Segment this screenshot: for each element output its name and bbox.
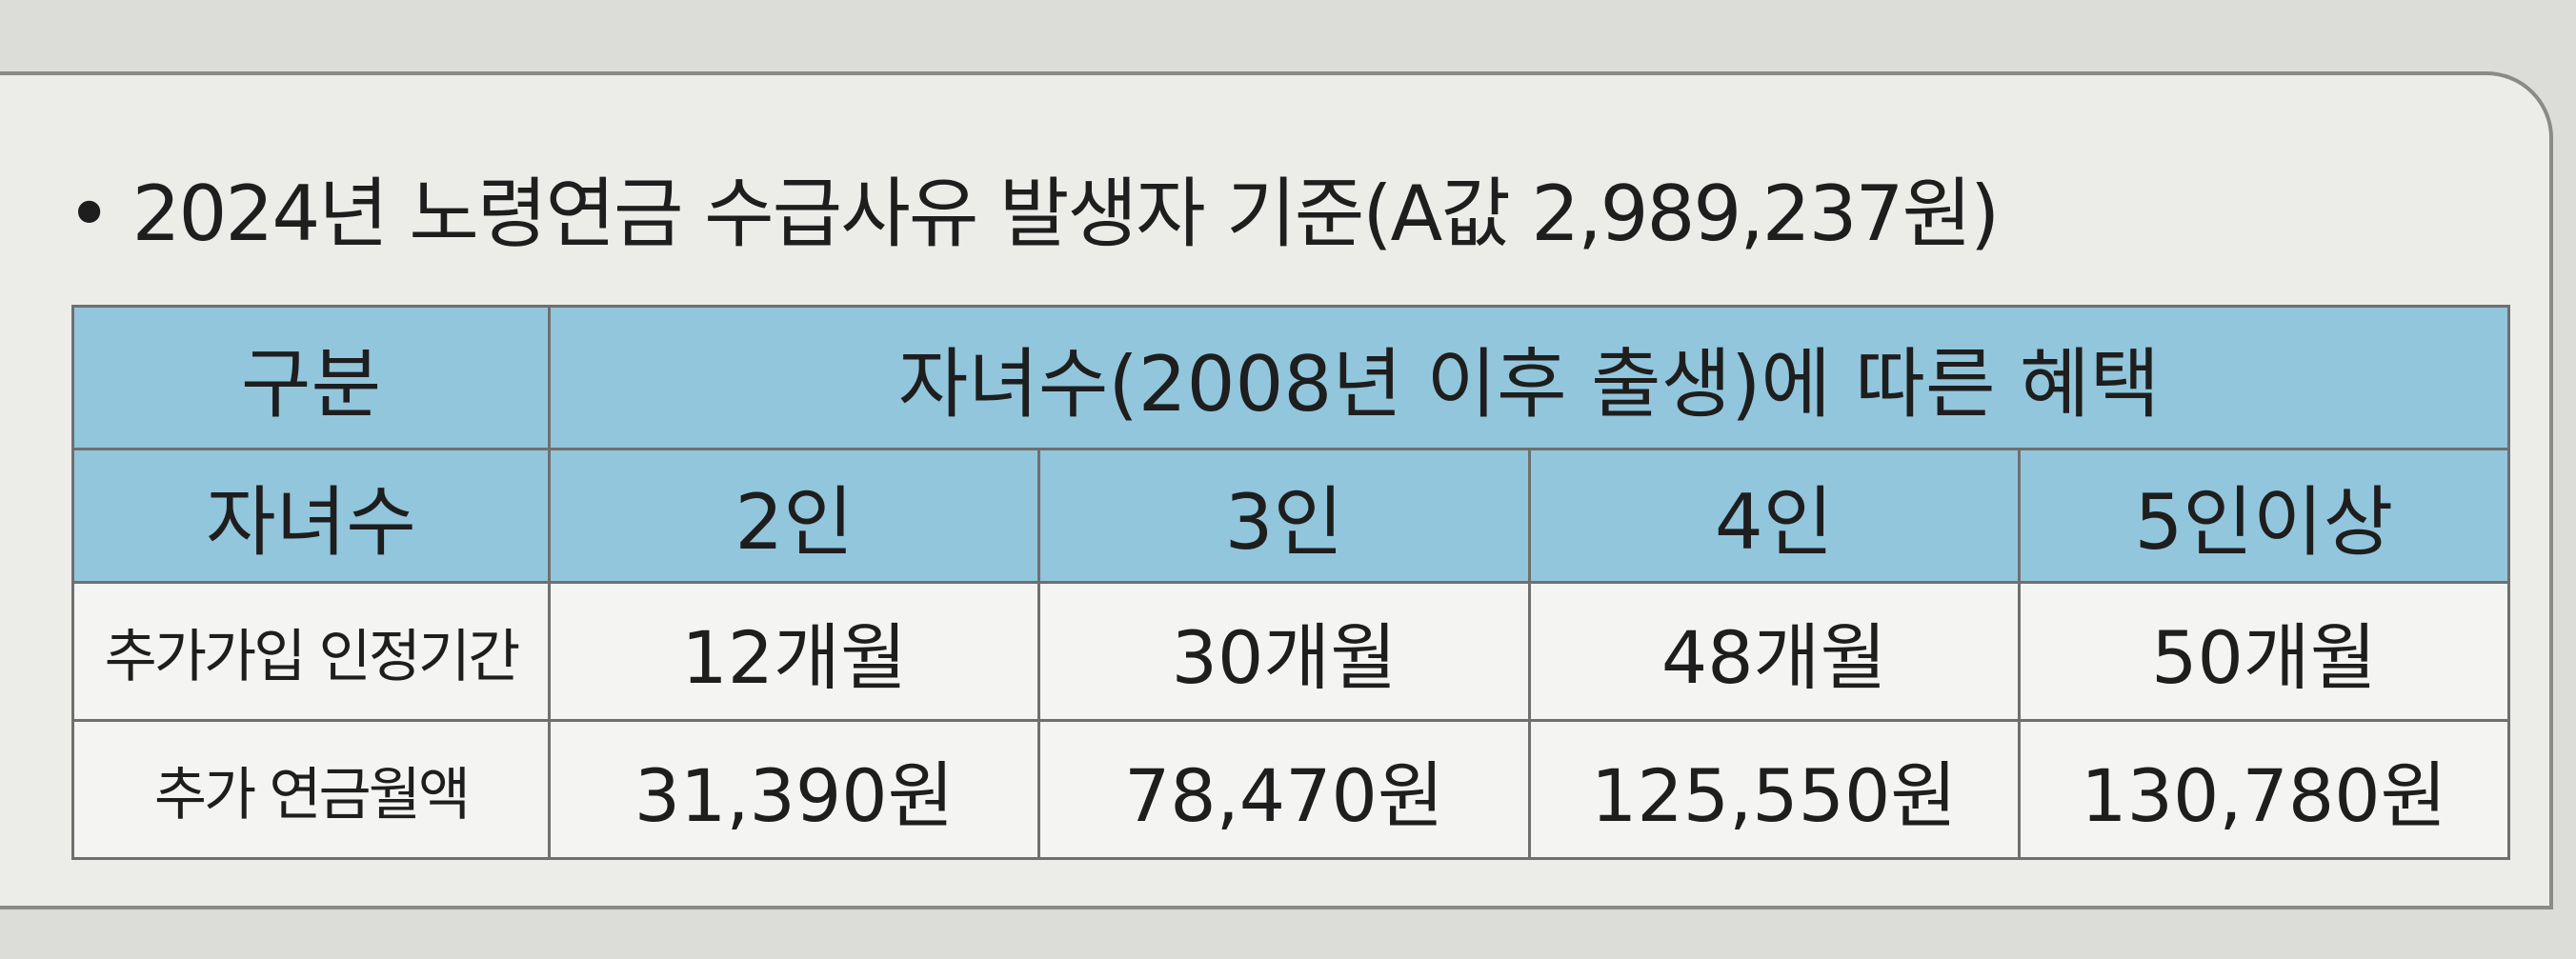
cell: 30개월 xyxy=(1037,581,1531,722)
title: • 2024년 노령연금 수급사유 발생자 기준(A값 2,989,237원) xyxy=(67,170,2000,258)
cell: 48개월 xyxy=(1527,581,2021,722)
cell: 4인 xyxy=(1527,448,2021,584)
cell: 12개월 xyxy=(547,581,1041,722)
cell: 3인 xyxy=(1037,448,1531,584)
cell: 추가 연금월액 xyxy=(71,719,551,860)
header-cell: 구분 xyxy=(71,305,551,450)
cell: 130,780원 xyxy=(2017,719,2511,860)
cell: 125,550원 xyxy=(1527,719,2021,860)
cell: 31,390원 xyxy=(547,719,1041,860)
cell: 2인 xyxy=(547,448,1041,584)
cell: 78,470원 xyxy=(1037,719,1531,860)
header-row: 구분 자녀수(2008년 이후 출생)에 따른 혜택 xyxy=(71,305,2510,450)
cell: 추가가입 인정기간 xyxy=(71,581,551,722)
cell: 50개월 xyxy=(2017,581,2511,722)
table-row: 추가가입 인정기간 12개월 30개월 48개월 50개월 xyxy=(71,581,2511,722)
header-cell: 자녀수(2008년 이후 출생)에 따른 혜택 xyxy=(548,305,2510,450)
table-row: 추가 연금월액 31,390원 78,470원 125,550원 130,780… xyxy=(71,719,2511,860)
table-row: 자녀수 2인 3인 4인 5인이상 xyxy=(71,448,2511,584)
cell: 5인이상 xyxy=(2017,448,2511,584)
benefit-table: 구분 자녀수(2008년 이후 출생)에 따른 혜택 자녀수 2인 3인 4인 … xyxy=(71,305,2511,860)
cell: 자녀수 xyxy=(71,448,551,584)
